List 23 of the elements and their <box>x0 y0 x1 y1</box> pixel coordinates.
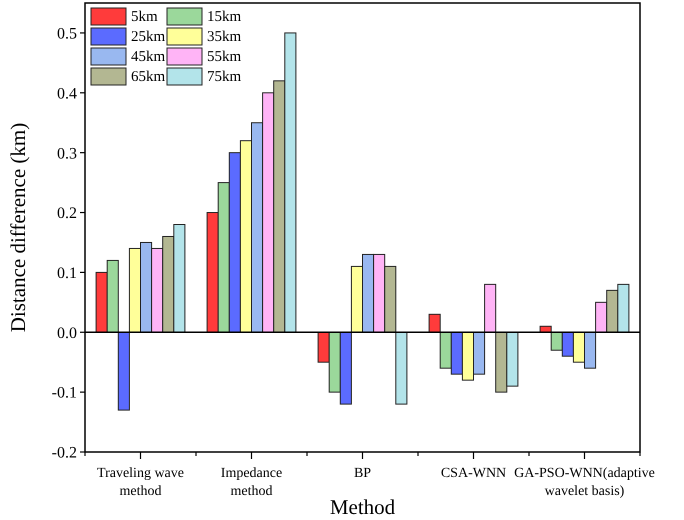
legend-label: 65km <box>131 69 166 85</box>
x-tick-label: GA-PSO-WNN(adaptive wavelet basis) <box>514 466 655 499</box>
y-tick-label: -0.1 <box>52 384 77 402</box>
x-tick-label: Traveling wave method <box>97 466 184 499</box>
y-tick-label: 0.3 <box>57 145 77 162</box>
y-axis-title: Distance difference (km) <box>6 122 30 332</box>
y-tick-label: 0.2 <box>57 205 77 222</box>
x-axis-title: Method <box>330 495 396 519</box>
legend-label: 55km <box>207 49 242 65</box>
x-tick-label: BP <box>354 466 372 481</box>
y-tick-label: 0.4 <box>57 85 77 102</box>
y-tick-label: 0.1 <box>57 265 77 282</box>
legend-label: 25km <box>131 29 166 45</box>
legend-label: 15km <box>207 9 242 25</box>
legend-label: 45km <box>131 49 166 65</box>
x-tick-label: Impedance method <box>220 466 282 499</box>
legend-label: 35km <box>207 29 242 45</box>
y-tick-label: -0.2 <box>52 444 77 462</box>
y-tick-label: 0.0 <box>57 324 77 342</box>
y-tick-label: 0.5 <box>57 26 77 43</box>
x-tick-label: CSA-WNN <box>440 466 506 481</box>
legend-label: 75km <box>207 69 242 85</box>
legend-label: 5km <box>131 9 158 25</box>
